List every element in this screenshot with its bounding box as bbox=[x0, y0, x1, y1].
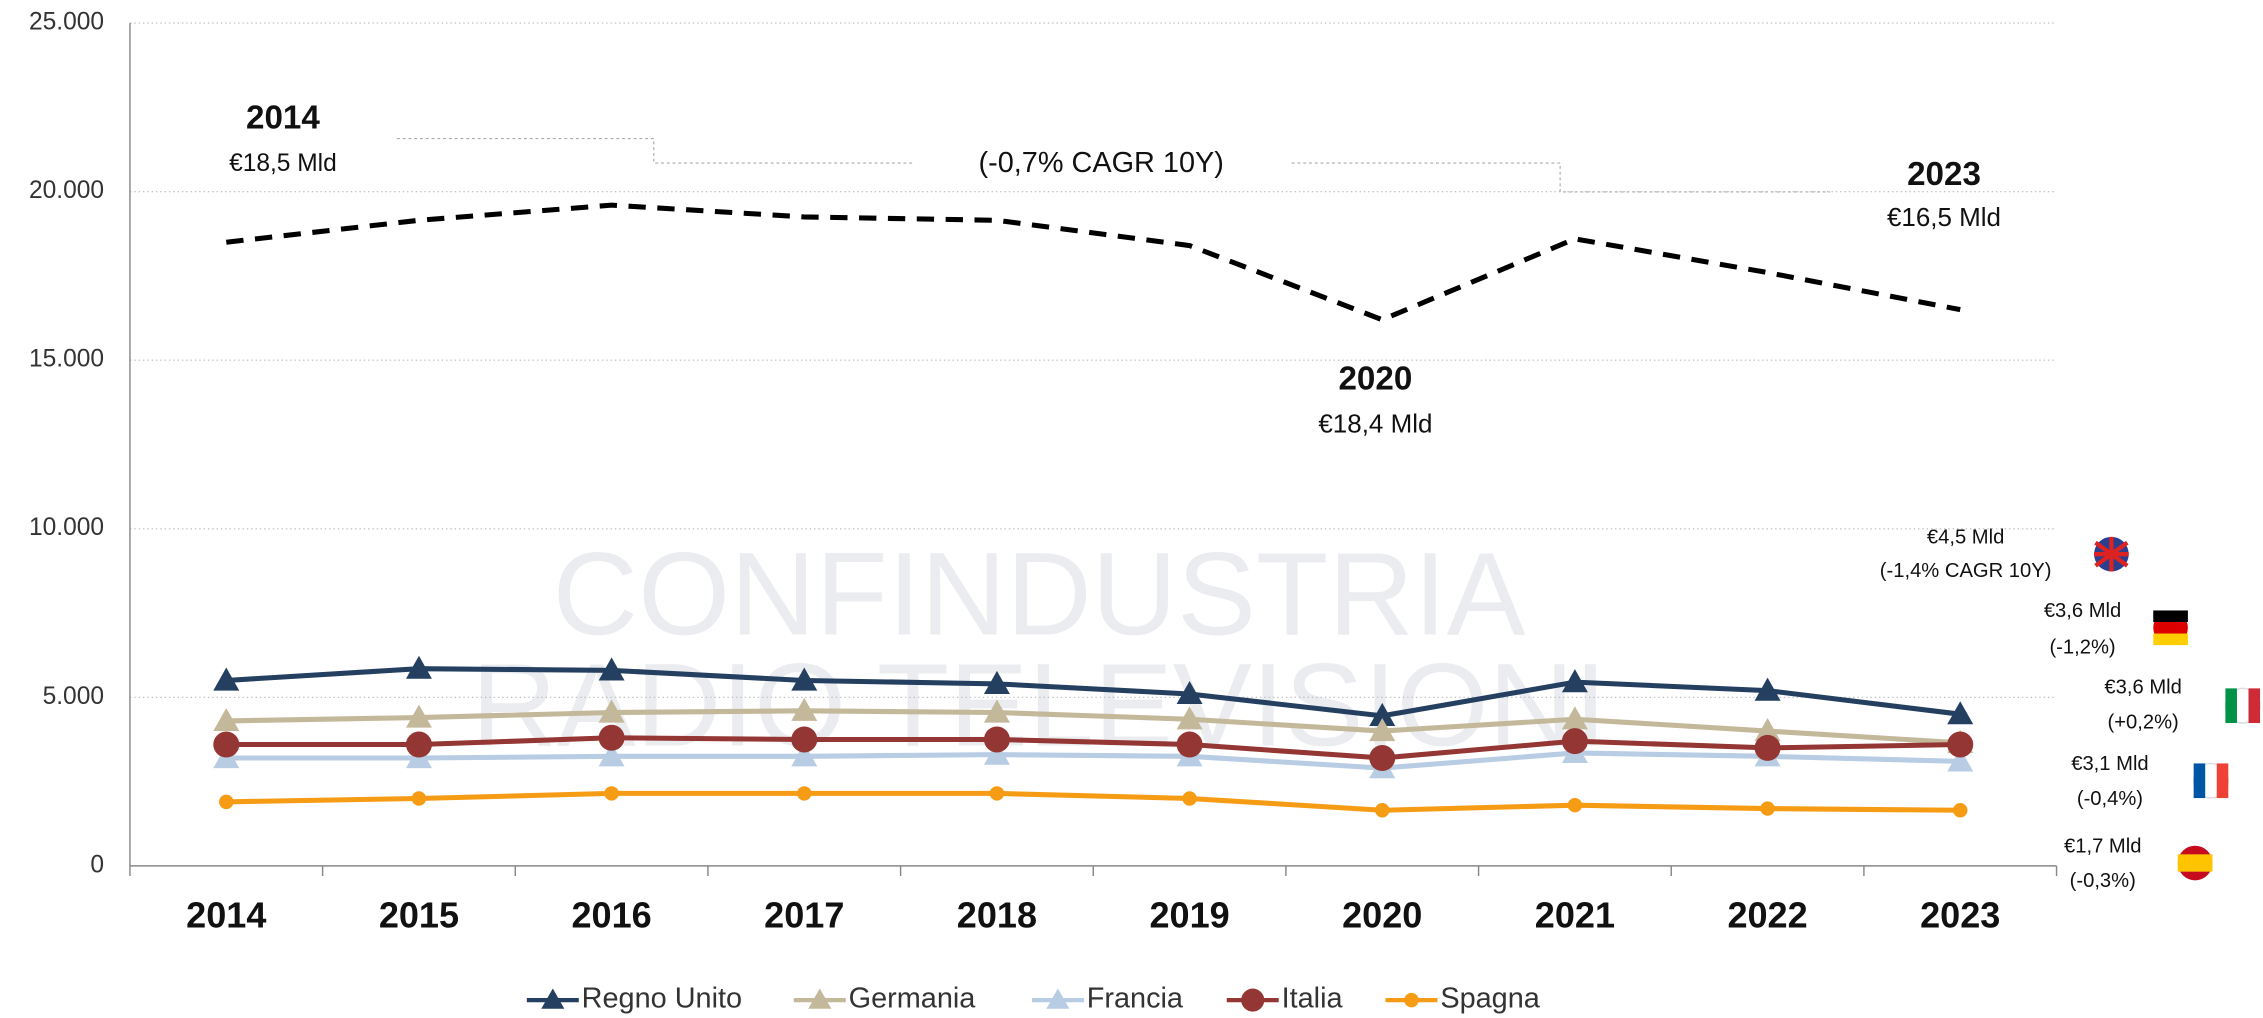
legend-label: Italia bbox=[1282, 983, 1344, 1015]
x-tick-label: 2015 bbox=[379, 894, 459, 935]
legend-label: Regno Unito bbox=[582, 983, 742, 1015]
marker bbox=[604, 786, 618, 800]
x-tick-label: 2017 bbox=[764, 894, 844, 935]
annotation: €18,4 Mld bbox=[1318, 409, 1432, 439]
connector bbox=[397, 139, 912, 164]
marker bbox=[412, 791, 426, 805]
marker bbox=[797, 786, 811, 800]
marker bbox=[1375, 803, 1389, 817]
y-tick-label: 10.000 bbox=[29, 514, 104, 541]
annotation: €16,5 Mld bbox=[1887, 202, 2001, 232]
marker bbox=[1755, 735, 1781, 761]
marker bbox=[1760, 801, 1774, 815]
x-tick-label: 2023 bbox=[1920, 894, 2000, 935]
annotation: (-1,2%) bbox=[2049, 636, 2115, 658]
legend-item: Spagna bbox=[1385, 983, 1540, 1015]
marker bbox=[219, 795, 233, 809]
annotation: (-0,3%) bbox=[2070, 870, 2136, 892]
flag-de-band bbox=[2153, 634, 2188, 646]
marker bbox=[984, 726, 1010, 752]
x-tick-label: 2016 bbox=[571, 894, 651, 935]
marker bbox=[1562, 728, 1588, 754]
total-line bbox=[226, 205, 1960, 320]
y-tick-label: 20.000 bbox=[29, 177, 104, 204]
annotation: €3,6 Mld bbox=[2104, 677, 2181, 699]
marker bbox=[1568, 798, 1582, 812]
annotation: (-0,7% CAGR 10Y) bbox=[978, 147, 1223, 179]
y-tick-label: 0 bbox=[90, 851, 104, 878]
legend-marker bbox=[1241, 989, 1264, 1012]
annotation: (-0,4%) bbox=[2077, 788, 2143, 810]
marker bbox=[406, 732, 432, 758]
legend-item: Francia bbox=[1032, 983, 1184, 1015]
x-tick-label: 2019 bbox=[1149, 894, 1229, 935]
annotation: 2023 bbox=[1907, 156, 1981, 193]
legend-label: Francia bbox=[1087, 983, 1184, 1015]
connector bbox=[1292, 163, 1830, 192]
marker bbox=[990, 786, 1004, 800]
page: CONFINDUSTRIARADIO TELEVISIONI 0 5.000 10.0… bbox=[0, 0, 2263, 1018]
flag-fr-band bbox=[2217, 763, 2229, 798]
series-line bbox=[226, 793, 1960, 810]
annotation: (+0,2%) bbox=[2108, 711, 2179, 733]
flag-fr-band bbox=[2194, 763, 2206, 798]
flag-it-band bbox=[2225, 688, 2237, 723]
x-tick-label: 2018 bbox=[957, 894, 1037, 935]
annotation: €1,7 Mld bbox=[2064, 835, 2141, 857]
x-tick-label: 2022 bbox=[1727, 894, 1807, 935]
y-tick-label: 15.000 bbox=[29, 346, 104, 373]
annotation: (-1,4% CAGR 10Y) bbox=[1880, 560, 2052, 582]
marker bbox=[1182, 791, 1196, 805]
marker bbox=[599, 725, 625, 751]
flag-es-band bbox=[2178, 854, 2213, 871]
x-tick-label: 2014 bbox=[186, 894, 266, 935]
y-tick-label: 5.000 bbox=[43, 683, 104, 710]
marker bbox=[1953, 803, 1967, 817]
legend-label: Spagna bbox=[1440, 983, 1540, 1015]
legend-label: Germania bbox=[849, 983, 977, 1015]
flags bbox=[2094, 537, 2260, 880]
x-tick-label: 2020 bbox=[1342, 894, 1422, 935]
marker bbox=[1369, 745, 1395, 771]
legend-marker bbox=[1404, 993, 1418, 1007]
y-tick-label: 25.000 bbox=[29, 9, 104, 36]
marker bbox=[1947, 732, 1973, 758]
x-tick-label: 2021 bbox=[1535, 894, 1615, 935]
flag-it-band bbox=[2249, 688, 2261, 723]
annotation: €3,6 Mld bbox=[2044, 600, 2121, 622]
annotation: 2014 bbox=[246, 100, 320, 137]
annotation: 2020 bbox=[1338, 361, 1412, 398]
marker bbox=[1177, 732, 1203, 758]
legend-item: Germania bbox=[794, 983, 977, 1015]
legend-item: Regno Unito bbox=[527, 983, 742, 1015]
flag-de-band bbox=[2153, 610, 2188, 622]
annotation: €3,1 Mld bbox=[2071, 753, 2148, 775]
marker bbox=[791, 726, 817, 752]
chart: CONFINDUSTRIARADIO TELEVISIONI 0 5.000 10.0… bbox=[0, 0, 2263, 1018]
annotation: €4,5 Mld bbox=[1927, 527, 2004, 549]
legend-item: Italia bbox=[1227, 983, 1344, 1015]
marker bbox=[213, 732, 239, 758]
annotation: €18,5 Mld bbox=[229, 150, 337, 177]
